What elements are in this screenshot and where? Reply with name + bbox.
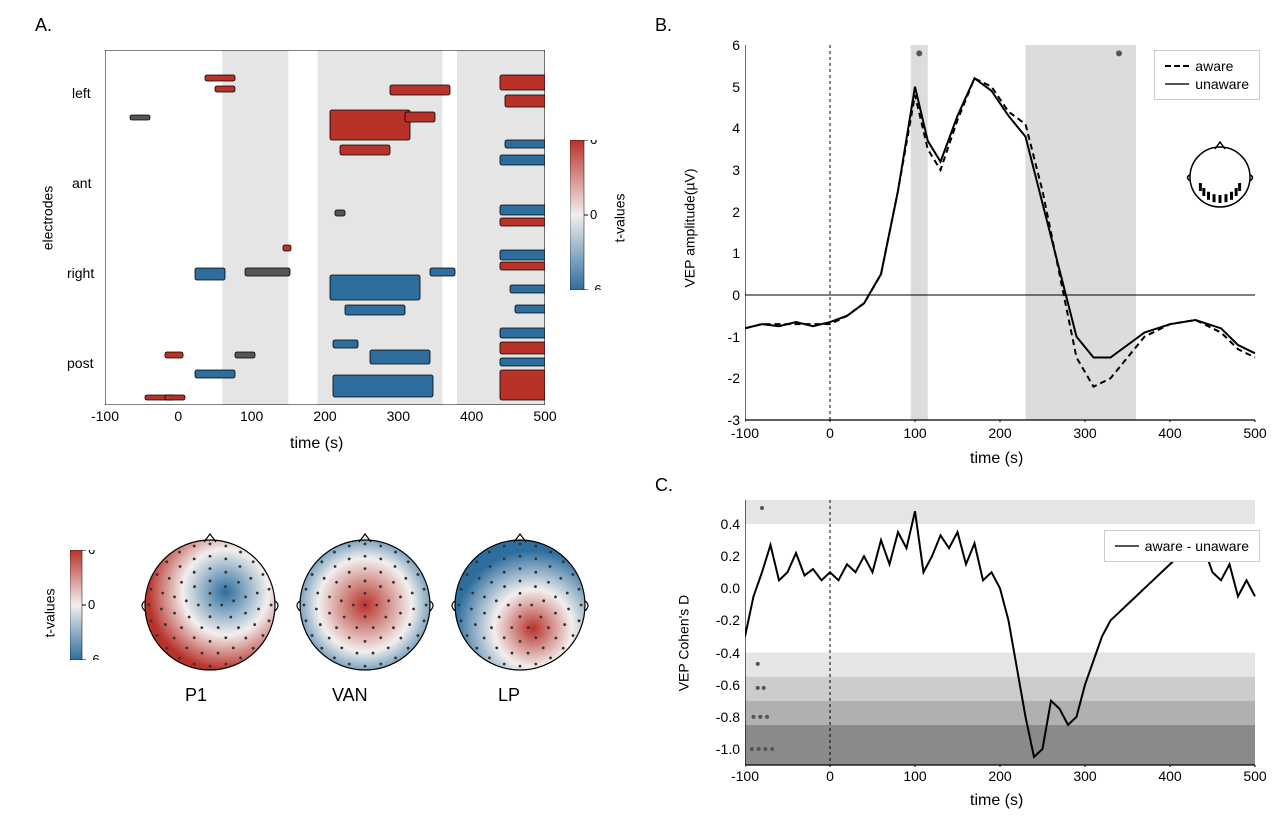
- panel-c-ytick: -0.8: [700, 709, 740, 725]
- panel-c-xlabel: time (s): [970, 792, 1023, 810]
- panel-c-xtick: 100: [898, 768, 932, 784]
- panel-b-ytick: 1: [710, 245, 740, 261]
- panel-c-xtick: 400: [1153, 768, 1187, 784]
- ytick-left: left: [72, 85, 91, 101]
- legend-line-diff: [1115, 545, 1139, 547]
- panel-a-xtick: 300: [383, 408, 413, 424]
- panel-c-xtick: 500: [1238, 768, 1272, 784]
- panel-b-xlabel: time (s): [970, 450, 1023, 468]
- panel-c-xtick: 200: [983, 768, 1017, 784]
- topo-label-lp: LP: [498, 685, 520, 706]
- panel-a-cbar-label: t-values: [612, 193, 628, 242]
- legend-line-aware: [1165, 65, 1189, 67]
- panel-c-legend: aware - unaware: [1104, 530, 1260, 562]
- panel-b-label: B.: [655, 15, 672, 36]
- legend-diff: aware - unaware: [1115, 538, 1249, 554]
- panel-a-xtick: 400: [457, 408, 487, 424]
- ytick-right: right: [67, 265, 94, 281]
- legend-aware: aware: [1165, 58, 1249, 74]
- panel-a: A. electrodes time (s) left ant right po…: [10, 10, 650, 490]
- panel-c-xtick: 300: [1068, 768, 1102, 784]
- ytick-post: post: [67, 355, 93, 371]
- panel-c-ylabel: VEP Cohen's D: [675, 595, 691, 692]
- panel-c-label: C.: [655, 475, 673, 496]
- legend-diff-text: aware - unaware: [1145, 538, 1249, 554]
- topo-label-van: VAN: [332, 685, 368, 706]
- panel-a-xtick: 200: [310, 408, 340, 424]
- panel-a-xlabel: time (s): [290, 435, 343, 453]
- panel-b-xtick: 300: [1068, 425, 1102, 441]
- panel-a-ylabel: electrodes: [39, 186, 55, 251]
- panel-b-ytick: 5: [710, 79, 740, 95]
- head-inset-icon: [1185, 140, 1255, 210]
- panel-a-xtick: -100: [90, 408, 120, 424]
- panel-b-ytick: -3: [710, 412, 740, 428]
- svg-text:-6: -6: [88, 652, 100, 660]
- legend-unaware-text: unaware: [1195, 76, 1249, 92]
- panel-c-xtick: -100: [728, 768, 762, 784]
- figure-container: A. electrodes time (s) left ant right po…: [10, 10, 1270, 830]
- topomap-lp: [450, 530, 590, 675]
- topomaps-panel: 6 0 -6 t-values P1 VAN LP: [10, 490, 650, 830]
- panel-b-xtick: 200: [983, 425, 1017, 441]
- panel-b-legend: aware unaware: [1154, 50, 1260, 100]
- panel-a-label: A.: [35, 15, 52, 36]
- topomap-van: [295, 530, 435, 675]
- svg-text:0: 0: [88, 597, 95, 612]
- panel-b-xtick: 0: [813, 425, 847, 441]
- panel-c-ytick: -0.4: [700, 645, 740, 661]
- legend-aware-text: aware: [1195, 58, 1233, 74]
- panel-a-xtick: 0: [163, 408, 193, 424]
- panel-b-ytick: 2: [710, 204, 740, 220]
- panel-b: B. VEP amplitude(µV) time (s) -100010020…: [650, 10, 1280, 490]
- legend-unaware: unaware: [1165, 76, 1249, 92]
- panel-c-ytick: 0.4: [700, 516, 740, 532]
- panel-b-xtick: 400: [1153, 425, 1187, 441]
- panel-b-ytick: -2: [710, 370, 740, 386]
- svg-text:-6: -6: [590, 282, 602, 290]
- panel-b-xtick: 500: [1238, 425, 1272, 441]
- panel-b-xtick: 100: [898, 425, 932, 441]
- topomap-p1: [140, 530, 280, 675]
- panel-a-xtick: 100: [237, 408, 267, 424]
- panel-b-ytick: 3: [710, 162, 740, 178]
- svg-text:6: 6: [590, 140, 597, 147]
- panel-b-ytick: -1: [710, 329, 740, 345]
- topo-cbar-label: t-values: [42, 588, 58, 637]
- svg-text:0: 0: [590, 207, 597, 222]
- panel-b-ytick: 4: [710, 120, 740, 136]
- svg-text:6: 6: [88, 550, 95, 557]
- panel-b-ytick: 6: [710, 37, 740, 53]
- topo-label-p1: P1: [185, 685, 207, 706]
- panel-b-ytick: 0: [710, 287, 740, 303]
- panel-c-ytick: 0.2: [700, 548, 740, 564]
- panel-c-ytick: -1.0: [700, 741, 740, 757]
- panel-b-ylabel: VEP amplitude(µV): [682, 168, 698, 287]
- ytick-ant: ant: [72, 175, 91, 191]
- legend-line-unaware: [1165, 83, 1189, 85]
- panel-c-ytick: 0.0: [700, 580, 740, 596]
- panel-c-ytick: -0.2: [700, 612, 740, 628]
- panel-c: C. VEP Cohen's D time (s) -1000100200300…: [650, 490, 1280, 830]
- panel-a-xtick: 500: [530, 408, 560, 424]
- panel-c-ytick: -0.6: [700, 677, 740, 693]
- panel-c-xtick: 0: [813, 768, 847, 784]
